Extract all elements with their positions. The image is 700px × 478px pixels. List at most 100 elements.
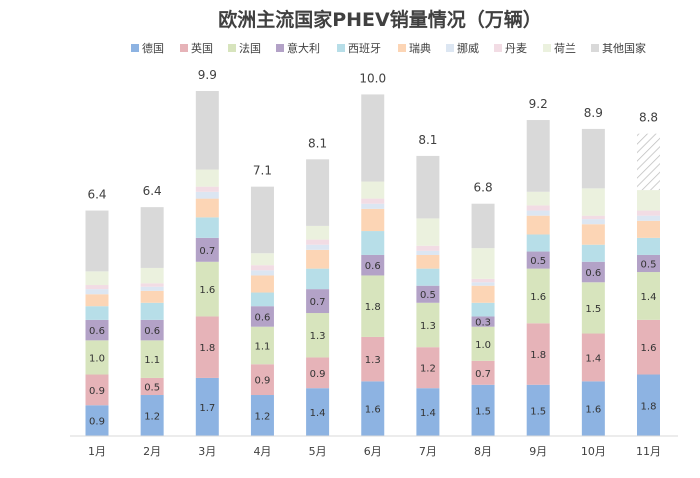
- bar-segment: [361, 94, 385, 182]
- segment-value-label: 0.3: [475, 318, 491, 329]
- bar-segment: [526, 215, 550, 235]
- bar-segment: [250, 270, 274, 276]
- bar-segment: [581, 224, 605, 245]
- legend-item-3: 意大利: [276, 41, 320, 55]
- segment-value-label: 0.7: [199, 246, 215, 257]
- bar-segment: [250, 364, 274, 396]
- x-tick-label: 10月: [581, 445, 606, 458]
- bar-segment: [471, 326, 495, 361]
- bar-segment: [140, 267, 164, 284]
- legend-item-0: 德国: [131, 41, 164, 55]
- bar-segment: [361, 381, 385, 436]
- legend-label: 挪威: [457, 41, 479, 55]
- bar-segment: [306, 159, 330, 226]
- segment-value-label: 0.5: [420, 290, 436, 301]
- bar-segment: [416, 388, 440, 436]
- bar-segment: [140, 283, 164, 287]
- bar-segment: [140, 377, 164, 396]
- x-tick-label: 8月: [474, 445, 492, 458]
- bar-segment: [637, 220, 660, 238]
- bar-segment: [526, 120, 550, 192]
- bar-segment: [526, 205, 550, 211]
- bar-stack-3月: 1.7 1.8 1.6 0.7: [195, 91, 219, 436]
- bar-segment: [85, 294, 109, 307]
- bar-segment: [581, 219, 605, 225]
- bar-segment: [306, 313, 330, 358]
- legend-swatch: [276, 44, 284, 52]
- bar-segment: [361, 336, 385, 382]
- legend-item-8: 荷兰: [543, 42, 576, 55]
- segment-value-label: 0.6: [365, 261, 381, 272]
- segment-value-label: 1.0: [475, 340, 491, 351]
- x-tick-label: 1月: [88, 445, 106, 458]
- bar-segment: [581, 188, 605, 216]
- bar-segment: [140, 290, 164, 303]
- segment-value-label: 1.6: [641, 343, 657, 354]
- bar-segment: [637, 254, 660, 273]
- segment-value-label: 0.9: [310, 369, 326, 380]
- bar-segment: [471, 285, 495, 303]
- bar-segment: [140, 286, 164, 291]
- total-labels: 6.4 6.4 9.9 7.1 8.1 10.0 8.1 6.8 9.2 8.9 8.8: [87, 68, 658, 202]
- segment-value-label: 0.5: [144, 382, 160, 393]
- x-tick-label: 3月: [198, 445, 216, 458]
- bar-segment: [195, 237, 219, 262]
- bar-segment: [250, 253, 274, 266]
- segment-value-label: 1.6: [199, 285, 215, 296]
- total-label: 9.2: [529, 97, 548, 111]
- legend-label: 意大利: [287, 41, 320, 55]
- legend-label: 荷兰: [554, 42, 576, 55]
- bar-stack-9月: 1.5 1.8 1.6 0.5: [526, 120, 550, 436]
- segment-value-label: 1.6: [365, 405, 381, 416]
- bar-segment: [471, 248, 495, 279]
- bar-segment: [85, 271, 109, 286]
- bar-segment: [140, 207, 164, 268]
- bar-segment: [195, 261, 219, 317]
- segment-value-label: 1.3: [420, 321, 436, 332]
- legend-swatch: [543, 44, 551, 52]
- bar-segment: [581, 333, 605, 382]
- bar-segment: [85, 405, 109, 436]
- segment-value-label: 0.5: [641, 260, 657, 271]
- segment-value-label: 1.6: [530, 292, 546, 303]
- segment-value-label: 0.9: [89, 386, 105, 397]
- bar-segment: [637, 237, 660, 255]
- legend-swatch: [337, 44, 345, 52]
- bar-segment: [526, 234, 550, 252]
- bar-segment: [250, 275, 274, 293]
- bar-segment: [526, 191, 550, 206]
- bar-segment: [195, 217, 219, 238]
- legend-item-7: 丹麦: [494, 42, 527, 55]
- bar-segment: [361, 231, 385, 255]
- total-label: 9.9: [198, 68, 217, 82]
- bar-segment: [85, 374, 109, 406]
- bar-segment: [416, 245, 440, 251]
- total-label: 10.0: [359, 71, 386, 85]
- bar-segment: [416, 155, 440, 219]
- bar-segment: [416, 347, 440, 389]
- segment-value-label: 0.9: [254, 376, 270, 387]
- bar-segment: [306, 225, 330, 240]
- total-label: 7.1: [253, 164, 272, 178]
- segment-value-label: 0.5: [530, 256, 546, 267]
- total-label: 6.4: [143, 184, 162, 198]
- segment-value-label: 1.2: [254, 412, 270, 423]
- total-label: 8.1: [308, 136, 327, 150]
- bar-segment: [416, 302, 440, 348]
- bar-segment: [250, 292, 274, 307]
- bar-segment: [416, 285, 440, 303]
- segment-value-label: 1.3: [310, 331, 326, 342]
- legend-swatch: [494, 44, 502, 52]
- bar-segment: [526, 210, 550, 216]
- bar-segment: [195, 377, 219, 436]
- bar-segment: [85, 210, 109, 272]
- total-label: 6.4: [87, 188, 106, 202]
- bar-segment: [471, 316, 495, 327]
- bar-segment: [140, 340, 164, 378]
- segment-value-label: 1.1: [254, 341, 270, 352]
- bar-segment: [85, 340, 109, 375]
- bar-segment: [195, 198, 219, 218]
- segment-value-label: 1.5: [585, 304, 601, 315]
- bar-segment: [471, 203, 495, 249]
- bar-segment: [250, 326, 274, 365]
